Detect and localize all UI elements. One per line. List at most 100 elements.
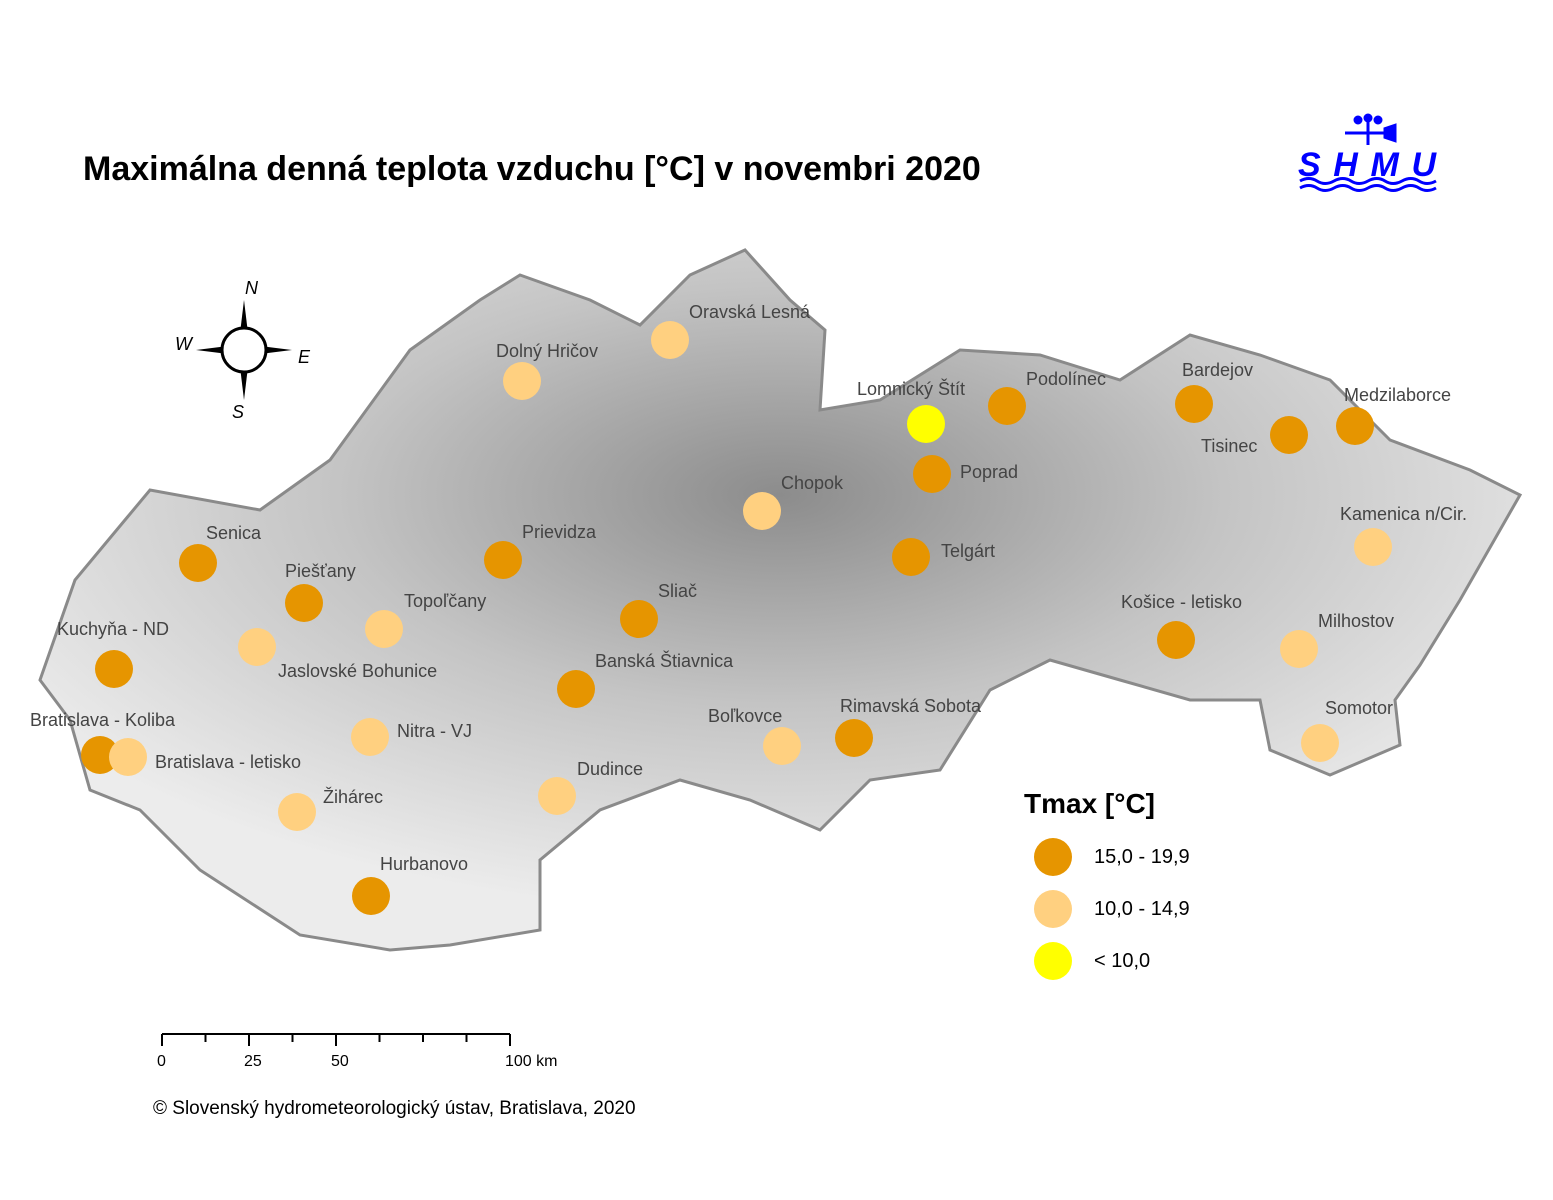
shmu-logo: SHMU: [1298, 113, 1437, 192]
station-label: Senica: [206, 523, 262, 543]
station: Tisinec: [1201, 416, 1308, 456]
station-label: Bratislava - letisko: [155, 752, 301, 772]
station: Chopok: [743, 473, 844, 530]
station-marker: [278, 793, 316, 831]
legend-swatch: [1034, 838, 1072, 876]
station-label: Hurbanovo: [380, 854, 468, 874]
station-label: Rimavská Sobota: [840, 696, 982, 716]
station-marker: [913, 455, 951, 493]
compass-e: E: [298, 347, 311, 367]
scale-label: 0: [157, 1053, 166, 1070]
station-label: Dolný Hričov: [496, 341, 598, 361]
station-marker: [109, 738, 147, 776]
legend-item: < 10,0: [1034, 942, 1150, 980]
station: Milhostov: [1280, 611, 1394, 668]
station: Kamenica n/Cir.: [1340, 504, 1467, 566]
station-label: Piešťany: [285, 561, 356, 581]
compass-s: S: [232, 402, 244, 422]
legend-item: 10,0 - 14,9: [1034, 890, 1190, 928]
station: Bratislava - letisko: [109, 738, 301, 776]
station-label: Žihárec: [323, 787, 383, 807]
station-label: Oravská Lesná: [689, 302, 811, 322]
station: Dudince: [538, 759, 643, 815]
station: Lomnický Štít: [857, 378, 965, 443]
station-label: Jaslovské Bohunice: [278, 661, 437, 681]
station: Medzilaborce: [1336, 385, 1451, 445]
scale-label: 50: [331, 1053, 349, 1070]
station-label: Medzilaborce: [1344, 385, 1451, 405]
station-label: Kuchyňa - ND: [57, 619, 169, 639]
station-label: Chopok: [781, 473, 844, 493]
station-label: Poprad: [960, 462, 1018, 482]
station: Žihárec: [278, 787, 383, 831]
station-marker: [351, 718, 389, 756]
station-marker: [1336, 407, 1374, 445]
legend-swatch: [1034, 890, 1072, 928]
station-marker: [835, 719, 873, 757]
station: Košice - letisko: [1121, 592, 1242, 659]
station-marker: [620, 600, 658, 638]
station-marker: [1301, 724, 1339, 762]
station-marker: [651, 321, 689, 359]
compass-n: N: [245, 278, 259, 298]
station-marker: [892, 538, 930, 576]
copyright: © Slovenský hydrometeorologický ústav, B…: [153, 1098, 636, 1119]
station-marker: [907, 405, 945, 443]
station-label: Telgárt: [941, 541, 995, 561]
station-label: Sliač: [658, 581, 697, 601]
station-marker: [538, 777, 576, 815]
station: Nitra - VJ: [351, 718, 472, 756]
station: Rimavská Sobota: [835, 696, 982, 757]
stations-layer: Oravská Lesná Dolný Hričov Lomnický Štít Po…: [30, 302, 1467, 915]
station-label: Kamenica n/Cir.: [1340, 504, 1467, 524]
legend-swatch: [1034, 942, 1072, 980]
station-marker: [763, 727, 801, 765]
station: Piešťany: [285, 561, 356, 622]
station-label: Prievidza: [522, 522, 597, 542]
station: Banská Štiavnica: [557, 650, 734, 708]
legend-label: < 10,0: [1094, 949, 1151, 972]
station-label: Nitra - VJ: [397, 721, 472, 741]
scale-label: 25: [244, 1053, 262, 1070]
slovakia-outline: [38, 248, 1523, 952]
legend-label: 15,0 - 19,9: [1094, 845, 1190, 868]
station: Jaslovské Bohunice: [238, 628, 437, 681]
station-marker: [503, 362, 541, 400]
station-label: Bratislava - Koliba: [30, 710, 176, 730]
station-marker: [1280, 630, 1318, 668]
station: Senica: [179, 523, 262, 582]
station-label: Topoľčany: [404, 591, 486, 611]
station-marker: [95, 650, 133, 688]
station: Kuchyňa - ND: [57, 619, 169, 688]
station-marker: [1157, 621, 1195, 659]
station-marker: [365, 610, 403, 648]
station-marker: [484, 541, 522, 579]
station: Somotor: [1301, 698, 1393, 762]
station-label: Banská Štiavnica: [595, 650, 734, 671]
station-marker: [1270, 416, 1308, 454]
station-marker: [557, 670, 595, 708]
station-label: Lomnický Štít: [857, 378, 965, 399]
station: Dolný Hričov: [496, 341, 598, 400]
station-marker: [1175, 385, 1213, 423]
scale-bar: 0 25 50 100 km: [157, 1033, 557, 1070]
station-marker: [743, 492, 781, 530]
legend-label: 10,0 - 14,9: [1094, 897, 1190, 920]
station-marker: [988, 387, 1026, 425]
station-label: Košice - letisko: [1121, 592, 1242, 612]
scale-label: 100 km: [505, 1053, 557, 1070]
station: Telgárt: [892, 538, 995, 576]
legend-item: 15,0 - 19,9: [1034, 838, 1190, 876]
station: Poprad: [913, 455, 1018, 493]
station-marker: [238, 628, 276, 666]
station: Sliač: [620, 581, 697, 638]
station: Prievidza: [484, 522, 597, 579]
station-marker: [179, 544, 217, 582]
station: Topoľčany: [365, 591, 486, 648]
station-label: Boľkovce: [708, 706, 782, 726]
compass-rose: N W E S: [175, 278, 311, 422]
station: Boľkovce: [708, 706, 801, 765]
station-label: Dudince: [577, 759, 643, 779]
station: Bratislava - Koliba: [30, 710, 176, 774]
